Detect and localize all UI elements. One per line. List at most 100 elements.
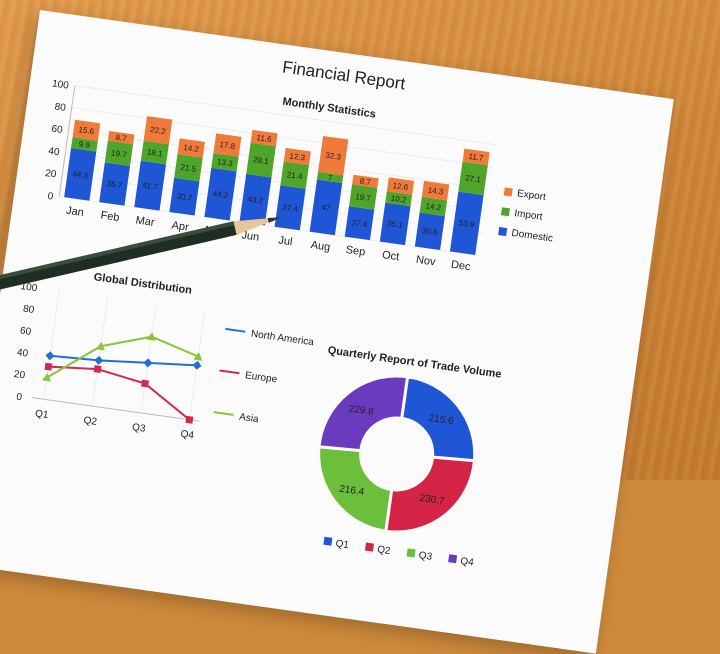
bar-value-label: 35.1: [387, 219, 404, 230]
legend-label-q3: Q3: [418, 550, 433, 563]
bar-segment-export: [143, 116, 173, 145]
legend-swatch-domestic: [498, 227, 508, 237]
bar-x-tick-label: Jul: [278, 234, 294, 248]
bar-value-label: 37.4: [282, 203, 299, 214]
bar-gridline: [74, 85, 496, 146]
bar-segment-import: [458, 161, 488, 196]
line-point-north-america: [143, 358, 153, 368]
bar-segment-import: [71, 137, 98, 152]
bar-value-label: 17.8: [219, 140, 236, 151]
bar-segment-import: [211, 153, 239, 172]
bar-segment-domestic: [64, 148, 97, 201]
legend-line-north-america: [225, 327, 246, 333]
bar-segment-export: [213, 133, 242, 157]
bar-segment-import: [174, 154, 203, 182]
bar-segment-domestic: [344, 206, 375, 241]
bar-value-label: 21.5: [180, 163, 197, 174]
bar-segment-domestic: [239, 173, 272, 226]
legend-label-import: Import: [514, 208, 544, 223]
line-point-asia: [41, 373, 51, 382]
bar-segment-export: [72, 119, 101, 141]
bar-value-label: 27.1: [465, 173, 482, 184]
bar-x-tick-label: Dec: [450, 259, 472, 274]
line-series-north-america: [49, 354, 198, 367]
bar-value-label: 53.9: [458, 218, 475, 229]
line-point-asia: [146, 332, 156, 341]
legend-swatch-q1: [323, 536, 333, 546]
legend-swatch-export: [503, 187, 513, 197]
bar-segment-domestic: [274, 185, 306, 231]
bar-value-label: 11.7: [468, 152, 485, 163]
donut-value-label: 215.6: [428, 413, 455, 427]
bar-y-tick-label: 60: [51, 124, 64, 137]
bar-value-label: 10.2: [390, 194, 407, 205]
bar-segment-domestic: [309, 179, 343, 236]
pencil: [0, 217, 282, 296]
bar-value-label: 41.7: [142, 181, 159, 192]
line-series-asia: [46, 335, 199, 379]
bar-value-label: 32.3: [325, 151, 342, 162]
bar-segment-export: [283, 147, 311, 166]
bar-value-label: 9.9: [78, 140, 91, 151]
line-x-tick-label: Q1: [34, 408, 49, 421]
bar-value-label: 30.6: [421, 226, 438, 237]
bar-y-tick-label: 100: [51, 78, 69, 91]
line-point-north-america: [45, 351, 55, 361]
legend-label-asia: Asia: [239, 412, 260, 426]
bar-segment-import: [246, 142, 276, 178]
bar-y-axis-line: [58, 85, 76, 197]
bar-y-tick-label: 80: [54, 101, 67, 114]
bar-segment-export: [250, 129, 278, 147]
bar-segment-domestic: [99, 162, 131, 206]
bar-y-tick-label: 0: [47, 191, 54, 203]
bar-value-label: 8.7: [359, 177, 372, 188]
bar-gridline: [62, 174, 484, 234]
bar-segment-import: [419, 196, 448, 217]
bar-value-label: 22.2: [150, 125, 167, 136]
bar-value-label: 14.2: [425, 201, 442, 212]
line-y-tick-label: 100: [20, 281, 38, 294]
line-x-tick-label: Q4: [180, 429, 195, 442]
legend-swatch-q2: [364, 542, 374, 552]
line-gridline: [43, 290, 60, 400]
donut-slice-q4: [317, 374, 410, 453]
line-x-axis-line: [31, 397, 200, 422]
bar-x-tick-label: Jun: [241, 229, 260, 243]
bar-segment-export: [318, 135, 349, 176]
bar-value-label: 35.7: [106, 179, 123, 190]
bar-segment-domestic: [379, 202, 411, 246]
bar-x-tick-label: Feb: [100, 209, 120, 224]
bar-value-label: 43.2: [247, 195, 264, 206]
report-title: Financial Report: [281, 57, 406, 93]
trade-volume-donut-chart: Quarterly Report of Trade Volume 215.623…: [317, 344, 502, 569]
line-y-tick-label: 40: [16, 347, 29, 360]
line-gridline: [92, 297, 108, 407]
bar-gridline: [59, 196, 481, 256]
bar-segment-export: [386, 177, 415, 195]
bar-value-label: 18.1: [146, 147, 163, 158]
bar-value-label: 15.6: [78, 125, 95, 136]
bar-value-label: 7: [327, 173, 333, 183]
bar-segment-export: [462, 148, 490, 166]
legend-line-asia: [213, 411, 234, 416]
bar-gridline: [65, 151, 487, 212]
line-y-tick-label: 0: [16, 392, 23, 404]
bar-value-label: 21.4: [286, 170, 303, 181]
bar-segment-export: [352, 174, 379, 188]
bar-x-tick-label: Sep: [345, 244, 366, 259]
bar-segment-import: [104, 140, 134, 167]
line-point-europe: [44, 362, 53, 371]
bar-x-tick-label: Mar: [135, 214, 156, 229]
bar-x-tick-label: Apr: [171, 219, 190, 233]
legend-label-domestic: Domestic: [511, 228, 554, 245]
bar-value-label: 30.7: [176, 192, 193, 203]
line-chart-title: Global Distribution: [93, 271, 193, 297]
line-y-tick-label: 80: [22, 304, 35, 317]
bar-value-label: 11.6: [256, 133, 273, 144]
line-point-europe: [93, 365, 102, 374]
bar-segment-domestic: [169, 177, 200, 216]
bar-x-tick-label: Aug: [310, 239, 331, 254]
line-point-north-america: [94, 355, 104, 365]
bar-value-label: 12.3: [289, 151, 306, 162]
legend-label-q1: Q1: [335, 538, 350, 551]
